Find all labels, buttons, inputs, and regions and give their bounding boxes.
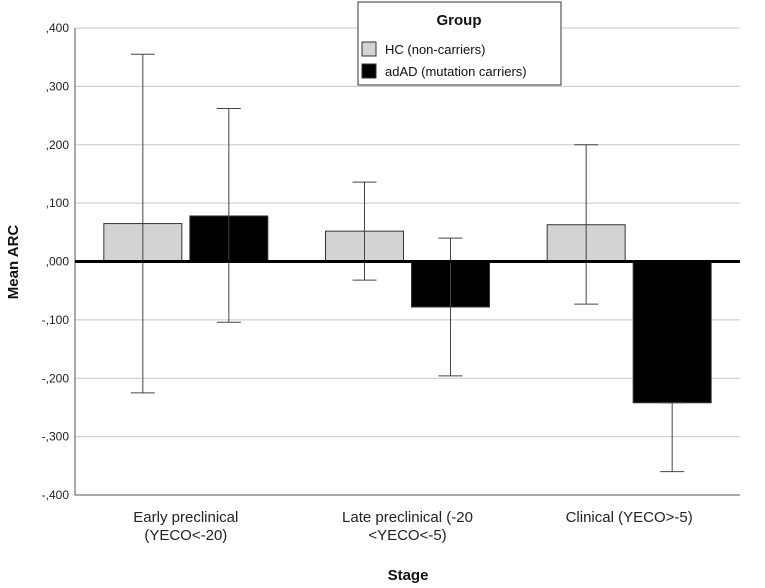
legend-swatch-adad bbox=[361, 63, 377, 79]
error-bars-group bbox=[130, 53, 685, 473]
x-category-labels: Early preclinical(YECO<-20) Late preclini… bbox=[133, 509, 692, 544]
y-tick-label: -,400 bbox=[42, 488, 70, 502]
y-tick-label: -,300 bbox=[42, 430, 70, 444]
legend-label-hc: HC (non-carriers) bbox=[385, 42, 485, 57]
y-axis-title: Mean ARC bbox=[5, 225, 22, 300]
legend: Group HC (non-carriers) adAD (mutation c… bbox=[357, 1, 562, 86]
bars-group bbox=[103, 215, 712, 404]
legend-swatch-hc bbox=[361, 41, 377, 57]
y-tick-label: -,100 bbox=[42, 313, 70, 327]
y-tick-label: ,000 bbox=[46, 255, 70, 269]
x-category-label: Early preclinical bbox=[133, 509, 238, 526]
y-tick-label: ,300 bbox=[46, 79, 70, 93]
x-category-label-line2: (YECO<-20) bbox=[144, 527, 227, 544]
x-axis-title: Stage bbox=[388, 567, 429, 584]
legend-box bbox=[357, 1, 562, 86]
y-tick-label: ,100 bbox=[46, 196, 70, 210]
y-tick-label: ,400 bbox=[46, 21, 70, 35]
y-tick-label: ,200 bbox=[46, 138, 70, 152]
legend-label-adad: adAD (mutation carriers) bbox=[385, 64, 527, 79]
x-category-label: Clinical (YECO>-5) bbox=[566, 509, 693, 526]
legend-title: Group bbox=[437, 12, 482, 29]
y-tick-label: -,200 bbox=[42, 371, 70, 385]
y-tick-labels: ,400 ,300 ,200 ,100 ,000 -,100 -,200 -,300 -,400 bbox=[42, 21, 70, 502]
x-category-label-line2: <YECO<-5) bbox=[368, 527, 446, 544]
bar-adad-2 bbox=[632, 261, 712, 404]
x-category-label: Late preclinical (-20 bbox=[342, 509, 473, 526]
